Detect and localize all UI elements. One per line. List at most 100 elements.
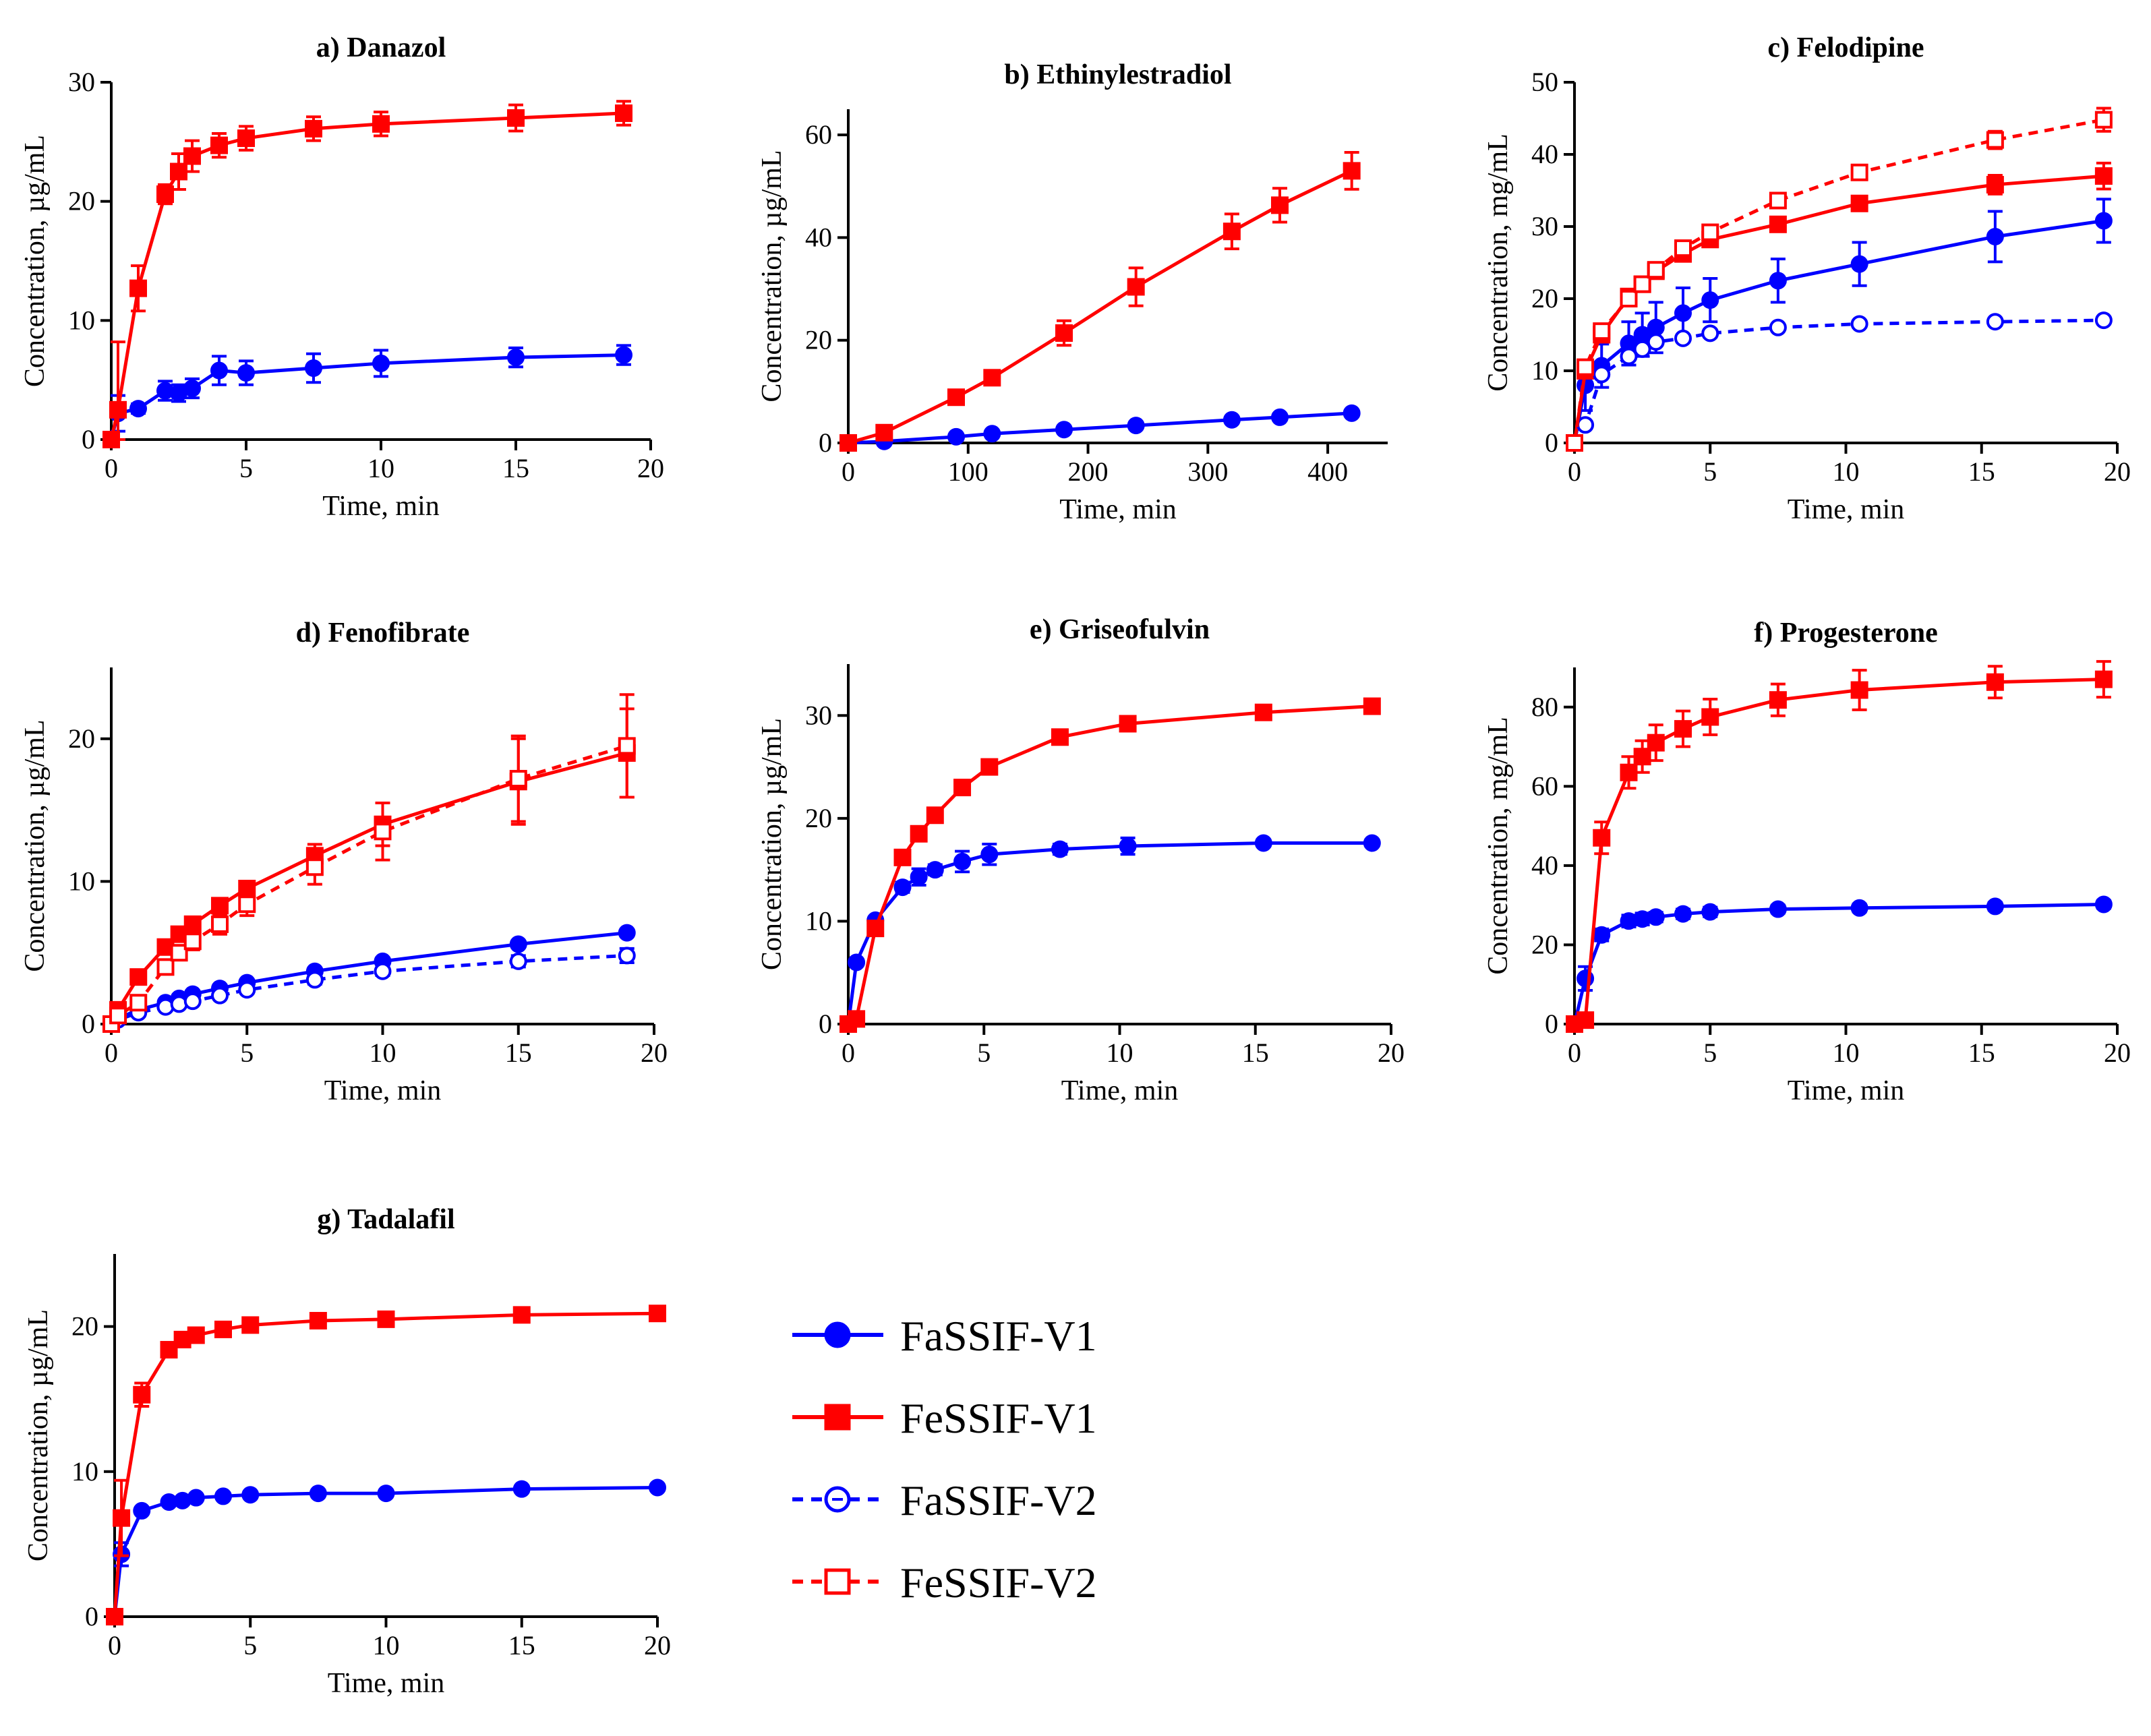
x-tick-label: 20: [2104, 1038, 2131, 1068]
y-axis-label: Concentration, µg/mL: [23, 1309, 54, 1561]
data-point: [1647, 734, 1665, 752]
data-point: [237, 364, 255, 382]
panel-2: c) Felodipine 0 10 20 30 40 50 0 5 10 15 20 Time, mi…: [1483, 32, 2131, 525]
data-point: [1647, 261, 1665, 279]
data-point: [109, 1007, 127, 1025]
data-point: [1055, 324, 1073, 342]
x-tick-label: 200: [1068, 456, 1109, 487]
x-tick-label: 10: [1107, 1038, 1133, 1068]
data-point: [106, 1608, 123, 1625]
y-tick-label: 60: [805, 119, 832, 150]
data-point: [1633, 748, 1651, 766]
data-point: [1986, 897, 2004, 916]
panel-4: e) Griseofulvin 0 10 20 30 0 5 10 15 20 Time, min C…: [757, 614, 1405, 1106]
y-tick-label: 20: [1531, 929, 1558, 959]
data-point: [980, 845, 999, 864]
x-tick-label: 0: [105, 1038, 118, 1068]
data-point: [210, 136, 228, 154]
data-point: [1769, 691, 1787, 709]
data-point: [156, 958, 175, 976]
x-tick-label: 10: [373, 1630, 400, 1660]
data-point: [238, 981, 256, 999]
data-point: [926, 861, 944, 879]
data-point: [1620, 763, 1638, 781]
data-point: [309, 1311, 327, 1329]
data-point: [129, 400, 147, 418]
x-tick-label: 15: [1242, 1038, 1269, 1068]
panel-title: f) Progesterone: [1754, 618, 1938, 649]
y-tick-label: 40: [805, 222, 832, 252]
series-line: [113, 1485, 658, 1617]
legend: FaSSIF-V1 FeSSIF-V1 FaSSIF-V2 FeSSIF-V2: [792, 1312, 1097, 1607]
data-point: [113, 1509, 131, 1527]
x-tick-label: 400: [1307, 456, 1348, 487]
data-point: [1701, 903, 1719, 921]
data-point: [848, 1010, 866, 1028]
x-tick-label: 10: [1833, 456, 1860, 487]
series-FeSSIF-V2: [1566, 107, 2113, 452]
y-tick-label: 0: [82, 424, 95, 454]
y-tick-label: 30: [805, 700, 832, 730]
data-point: [1051, 728, 1069, 746]
data-point: [953, 779, 972, 797]
data-point: [1633, 340, 1651, 358]
y-tick-label: 40: [1531, 139, 1558, 169]
data-point: [953, 852, 972, 870]
data-point: [1633, 275, 1651, 293]
legend-item-FaSSIF-V1: FaSSIF-V1: [792, 1312, 1097, 1360]
data-point: [1119, 837, 1137, 856]
data-point: [1593, 829, 1611, 847]
x-tick-label: 100: [948, 456, 989, 487]
data-point: [1055, 421, 1073, 439]
data-point: [305, 858, 324, 876]
data-point: [1363, 834, 1381, 852]
series-line: [1572, 318, 2104, 444]
data-point: [875, 423, 893, 442]
data-point: [156, 185, 174, 204]
data-point: [848, 953, 866, 971]
y-tick-label: 0: [819, 427, 832, 458]
data-point: [1769, 215, 1787, 233]
data-point: [305, 359, 322, 377]
data-point: [1343, 162, 1361, 180]
data-point: [893, 848, 912, 866]
y-tick-label: 50: [1531, 67, 1558, 97]
data-point: [183, 915, 202, 933]
data-point: [618, 924, 636, 942]
y-tick-label: 10: [805, 905, 832, 936]
panel-1: b) Ethinylestradiol 0 20 40 60 0 100 200 300 400 T…: [757, 59, 1388, 525]
panel-3: d) Fenofibrate 0 10 20 0 5 10 15 20 Time, min Conc…: [20, 618, 668, 1106]
panel-0: a) Danazol 0 10 20 30 0 5 10 15 20 Time, min Concen…: [20, 32, 664, 522]
x-tick-label: 0: [1568, 456, 1581, 487]
y-tick-label: 20: [1531, 283, 1558, 313]
x-tick-label: 5: [239, 453, 253, 483]
data-point: [983, 369, 1001, 387]
x-tick-label: 20: [641, 1038, 668, 1068]
data-point: [133, 1501, 151, 1520]
data-point: [170, 944, 188, 962]
y-tick-label: 10: [71, 1456, 98, 1487]
series-FaSSIF-V1: [1566, 895, 2113, 1033]
x-tick-label: 0: [108, 1630, 121, 1660]
x-tick-label: 15: [508, 1630, 535, 1660]
legend-marker: [824, 1321, 851, 1348]
panel-6: g) Tadalafil 0 10 20 0 5 10 15 20 Time, min Concen…: [23, 1204, 671, 1699]
series-line: [109, 751, 628, 1025]
data-point: [309, 1485, 327, 1503]
data-point: [372, 115, 390, 133]
y-tick-label: 0: [82, 1009, 95, 1039]
data-point: [1119, 715, 1137, 733]
y-tick-label: 20: [71, 1311, 98, 1342]
data-point: [1620, 290, 1638, 307]
data-point: [1674, 304, 1692, 322]
y-tick-label: 20: [805, 803, 832, 833]
y-tick-label: 10: [1531, 355, 1558, 386]
data-point: [305, 119, 322, 138]
data-point: [507, 109, 525, 127]
x-tick-label: 0: [842, 456, 855, 487]
data-point: [1647, 908, 1665, 926]
data-point: [183, 147, 201, 165]
data-point: [1271, 196, 1289, 214]
data-point: [1850, 163, 1868, 181]
